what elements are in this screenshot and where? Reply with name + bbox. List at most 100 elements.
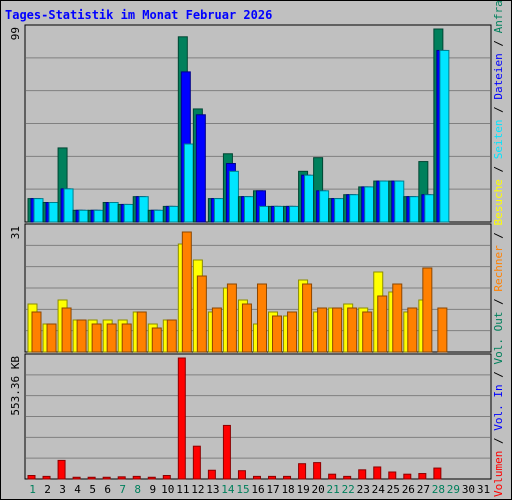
bar-rechner-day-17 (272, 315, 283, 353)
x-tick-label-day-28: 28 (432, 483, 445, 496)
bar-seiten-day-27 (424, 194, 435, 223)
x-tick-label-day-27: 27 (417, 483, 430, 496)
x-tick-label-day-8: 8 (134, 483, 141, 496)
bar-seiten-day-24 (379, 180, 390, 223)
x-tick-label-day-14: 14 (221, 483, 235, 496)
bar-volumen-day-21 (328, 473, 337, 480)
bar-seiten-day-19 (304, 174, 315, 223)
bar-volumen-day-27 (418, 473, 427, 480)
bar-rechner-day-11 (181, 231, 192, 353)
x-tick-label-day-22: 22 (342, 483, 355, 496)
bar-seiten-day-14 (228, 170, 239, 223)
chart-panels: 99 31 553.36 KB (9, 24, 492, 480)
bar-seiten-day-1 (33, 198, 44, 223)
bar-volumen-day-4 (72, 476, 81, 480)
x-tick-label-day-1: 1 (29, 483, 36, 496)
bar-volumen-day-10 (162, 475, 171, 480)
panel-2-scale-label: 31 (9, 226, 22, 239)
bar-volumen-day-6 (102, 476, 111, 480)
bar-rechner-day-26 (407, 307, 418, 353)
bar-volumen-day-26 (403, 473, 412, 480)
x-tick-label-day-3: 3 (59, 483, 66, 496)
bar-rechner-day-21 (332, 307, 343, 353)
bar-rechner-day-7 (121, 323, 132, 353)
bar-rechner-day-19 (302, 283, 313, 353)
bar-rechner-day-13 (211, 307, 222, 353)
bar-volumen-day-25 (388, 471, 397, 480)
bar-seiten-day-6 (108, 202, 119, 223)
bar-seiten-day-23 (364, 186, 375, 223)
bar-seiten-day-3 (63, 188, 74, 223)
bar-rechner-day-6 (106, 323, 117, 353)
bar-rechner-day-10 (166, 319, 177, 353)
bar-rechner-day-16 (256, 283, 267, 353)
x-tick-label-day-20: 20 (312, 483, 325, 496)
x-tick-label-day-26: 26 (402, 483, 415, 496)
chart-title: Tages-Statistik im Monat Februar 2026 (5, 8, 272, 22)
legend-entry-vol-out: Vol. Out (492, 312, 505, 365)
x-tick-label-day-30: 30 (462, 483, 475, 496)
bar-volumen-day-23 (358, 469, 367, 480)
x-tick-label-day-4: 4 (74, 483, 81, 496)
bar-rechner-day-28 (437, 307, 448, 353)
bar-volumen-day-9 (147, 476, 156, 480)
bar-volumen-day-19 (298, 463, 307, 480)
panel-1-scale-label: 99 (9, 27, 22, 40)
x-tick-label-day-18: 18 (281, 483, 294, 496)
legend-entry-dateien: Dateien (492, 53, 505, 99)
bar-rechner-day-9 (151, 327, 162, 353)
bar-seiten-day-28 (439, 49, 450, 223)
bar-rechner-day-24 (377, 295, 388, 353)
bar-rechner-day-20 (317, 307, 328, 353)
legend-entry-besuche: Besuche (492, 179, 505, 225)
bar-volumen-day-2 (42, 475, 51, 480)
legend-entry-seiten: Seiten (492, 119, 505, 159)
bar-rechner-day-3 (61, 307, 72, 353)
x-tick-label-day-10: 10 (161, 483, 174, 496)
chart-panel-2: 31 (9, 223, 492, 353)
legend-entry-rechner: Rechner (492, 245, 505, 292)
x-tick-label-day-23: 23 (357, 483, 370, 496)
bar-rechner-day-4 (76, 319, 87, 353)
bar-rechner-day-14 (226, 283, 237, 353)
bar-seiten-day-26 (409, 196, 420, 223)
x-tick-label-day-24: 24 (372, 483, 386, 496)
x-tick-label-day-31: 31 (477, 483, 490, 496)
chart-panel-3: 553.36 KB (9, 353, 492, 480)
bar-seiten-day-11 (183, 143, 194, 223)
x-tick-label-day-6: 6 (104, 483, 111, 496)
bar-seiten-day-13 (213, 198, 224, 223)
bar-seiten-day-18 (289, 205, 300, 223)
chart-legend: Volumen / Vol. In / Vol. Out / Rechner /… (492, 0, 505, 497)
bar-seiten-day-4 (78, 209, 89, 223)
legend-separator: / (492, 100, 505, 120)
bar-seiten-day-21 (334, 198, 345, 223)
x-tick-label-day-15: 15 (236, 483, 249, 496)
x-tick-label-day-29: 29 (447, 483, 460, 496)
legend-separator: / (492, 159, 505, 179)
legend-separator: / (492, 431, 505, 451)
bar-volumen-day-15 (237, 470, 246, 480)
bar-rechner-day-15 (241, 303, 252, 353)
x-tick-label-day-19: 19 (296, 483, 309, 496)
legend-entry-volumen: Volumen (492, 451, 505, 497)
legend-text: Volumen / Vol. In / Vol. Out / Rechner /… (492, 0, 505, 497)
x-tick-label-day-13: 13 (206, 483, 219, 496)
bar-volumen-day-8 (132, 475, 141, 480)
bar-volumen-day-24 (373, 466, 382, 480)
bar-seiten-day-17 (274, 205, 285, 223)
bar-volumen-day-17 (268, 475, 277, 480)
bar-dateien-day-12 (195, 114, 206, 223)
bar-volumen-day-14 (222, 424, 231, 480)
bar-rechner-day-22 (347, 307, 358, 353)
legend-separator: / (492, 365, 505, 385)
bar-seiten-day-20 (319, 190, 330, 223)
bar-seiten-day-8 (138, 196, 149, 223)
x-tick-label-day-17: 17 (266, 483, 279, 496)
bar-volumen-day-13 (207, 469, 216, 480)
x-tick-label-day-9: 9 (149, 483, 156, 496)
legend-separator: / (492, 225, 505, 245)
panel-3-scale-label: 553.36 KB (9, 356, 22, 416)
legend-entry-anfragen: Anfragen (492, 0, 505, 33)
